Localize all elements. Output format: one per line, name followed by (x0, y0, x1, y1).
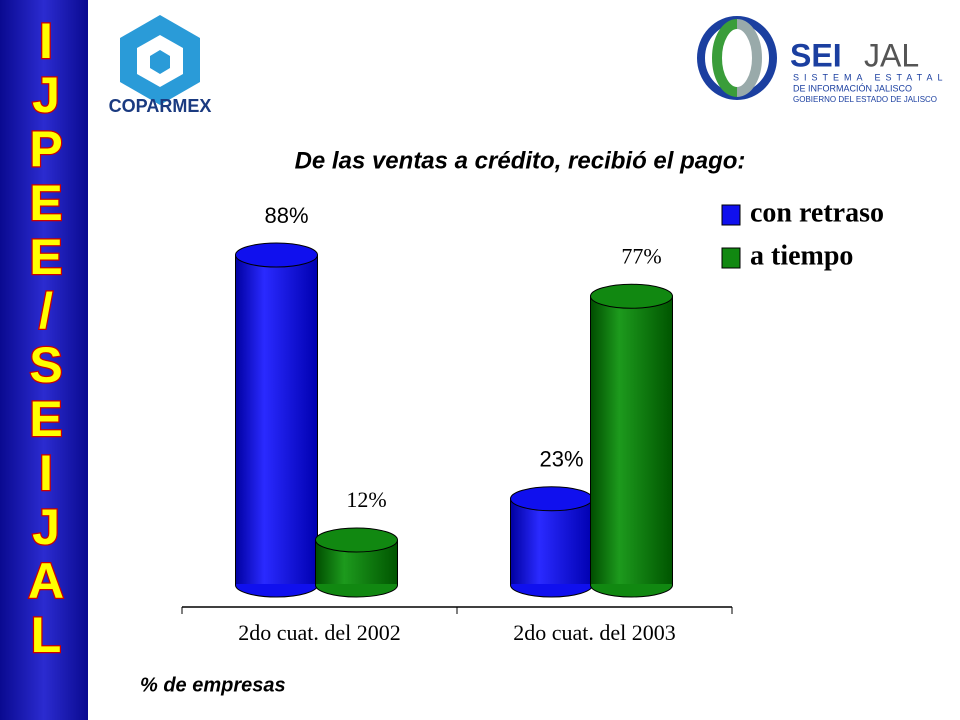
sidebar-letter: I (39, 13, 53, 69)
sidebar-letter: L (31, 607, 62, 663)
sidebar-letter: E (29, 175, 62, 231)
cylinder-top (590, 283, 673, 309)
bar (510, 498, 593, 586)
legend-label: a tiempo (750, 240, 853, 271)
sidebar-letter: E (29, 229, 62, 285)
seijal-subtext: GOBIERNO DEL ESTADO DE JALISCO (793, 95, 937, 104)
value-label: 12% (346, 487, 386, 512)
legend-swatch (721, 247, 741, 269)
chart-title: De las ventas a crédito, recibió el pago… (295, 147, 746, 174)
cylinder-cover (511, 584, 592, 586)
cylinder-top (510, 486, 593, 512)
sidebar (0, 0, 88, 720)
seijal-text: SEI (790, 37, 842, 73)
sidebar-letter: J (32, 499, 60, 555)
seijal-text: JAL (864, 37, 919, 73)
sidebar-letter: A (28, 553, 64, 609)
sidebar-letter: P (29, 121, 62, 177)
legend-swatch (721, 204, 741, 226)
axis-note: % de empresas (140, 674, 286, 696)
seijal-subtext: SISTEMA ESTATAL (793, 72, 948, 82)
value-label: 77% (621, 243, 661, 268)
bar (590, 295, 673, 586)
sidebar-letter: / (39, 283, 53, 339)
coparmex-text: COPARMEX (109, 96, 212, 116)
cylinder-top (315, 527, 398, 553)
value-label: 23% (539, 447, 583, 472)
bar (235, 254, 318, 586)
legend-label: con retraso (750, 197, 884, 228)
sidebar-letter: J (32, 67, 60, 123)
coparmex-logo: COPARMEX (109, 15, 212, 116)
x-tick-label: 2do cuat. del 2002 (238, 620, 401, 645)
sidebar-letter: S (29, 337, 62, 393)
cylinder-cover (236, 584, 317, 586)
sidebar-letter: I (39, 445, 53, 501)
sidebar-letter: E (29, 391, 62, 447)
seijal-logo: SEI JAL SISTEMA ESTATAL DE INFORMACIÓN J… (697, 16, 948, 104)
cylinder-cover (591, 584, 672, 586)
cylinder-top (235, 242, 318, 268)
value-label: 88% (264, 203, 308, 228)
seijal-subtext: DE INFORMACIÓN JALISCO (793, 83, 912, 93)
cylinder-cover (316, 584, 397, 586)
x-tick-label: 2do cuat. del 2003 (513, 620, 676, 645)
